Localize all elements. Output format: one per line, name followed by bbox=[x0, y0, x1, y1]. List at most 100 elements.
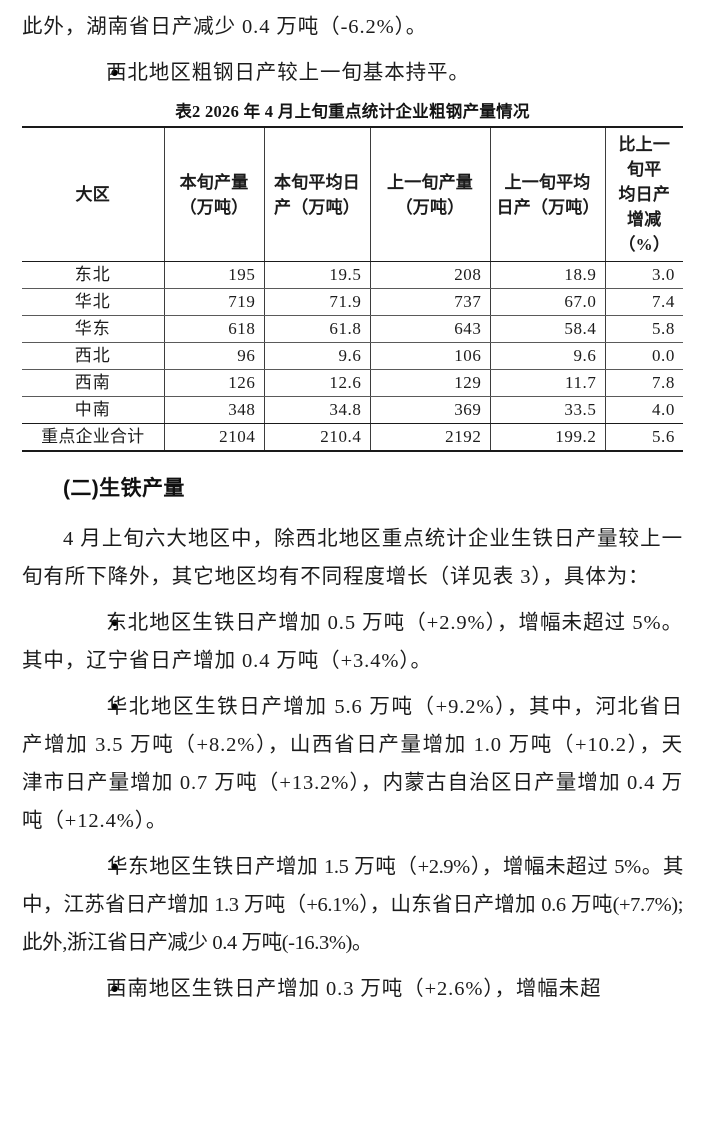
cell-previous-daily-avg: 18.9 bbox=[490, 261, 606, 289]
cell-change-pct: 3.0 bbox=[605, 261, 683, 289]
col-header-previous-output: 上一旬产量 （万吨） bbox=[370, 126, 491, 262]
bullet-text: 西南地区生铁日产增加 0.3 万吨（+2.6%），增幅未超 bbox=[106, 978, 602, 1000]
table-row: 西南 126 12.6 129 11.7 7.8 bbox=[22, 369, 683, 397]
bullet-icon: ● bbox=[110, 699, 120, 715]
gap-after-heading bbox=[22, 506, 683, 520]
col-header-change-pct: 比上一旬平 均日产增减 （%） bbox=[605, 126, 683, 262]
table-body: 东北 195 19.5 208 18.9 3.0 华北 719 71.9 737… bbox=[22, 261, 683, 452]
bullet-text: 东北地区生铁日产增加 0.5 万吨（+2.9%），增幅未超过 5%。其中，辽宁省… bbox=[22, 612, 683, 672]
cell-change-pct: 5.8 bbox=[605, 315, 683, 343]
gap-before-table bbox=[22, 92, 683, 100]
cell-region: 西南 bbox=[22, 369, 165, 397]
table-row: 华东 618 61.8 643 58.4 5.8 bbox=[22, 315, 683, 343]
cell-previous-output: 106 bbox=[370, 342, 491, 370]
cell-current-daily-avg: 9.6 bbox=[264, 342, 371, 370]
crude-steel-output-table: 大区 本旬产量 （万吨） 本旬平均日 产（万吨） 上一旬产量 （万吨） 上一旬平… bbox=[22, 126, 683, 452]
bullet-text: 西北地区粗钢日产较上一旬基本持平。 bbox=[106, 62, 470, 84]
cell-change-pct: 7.8 bbox=[605, 369, 683, 397]
gap-between-bullets-1 bbox=[22, 680, 683, 688]
cell-current-output: 719 bbox=[164, 288, 265, 316]
bullet-paragraph-xinan: ●西南地区生铁日产增加 0.3 万吨（+2.6%），增幅未超 bbox=[22, 970, 683, 1008]
cell-previous-daily-avg: 67.0 bbox=[490, 288, 606, 316]
col-header-region-line1: 大区 bbox=[75, 185, 110, 204]
cell-previous-daily-avg: 33.5 bbox=[490, 396, 606, 424]
gap-between-bullets-3 bbox=[22, 962, 683, 970]
table-row: 东北 195 19.5 208 18.9 3.0 bbox=[22, 261, 683, 289]
cell-current-output: 348 bbox=[164, 396, 265, 424]
cell-region: 中南 bbox=[22, 396, 165, 424]
col-header-current-output-line1: 本旬产量 bbox=[179, 172, 249, 192]
gap-before-bullets bbox=[22, 596, 683, 604]
col-header-previous-daily-avg-line2: 日产（万吨） bbox=[496, 197, 600, 217]
bullet-icon: ● bbox=[110, 615, 120, 631]
cell-current-output: 618 bbox=[164, 315, 265, 343]
gap-after-table bbox=[22, 452, 683, 472]
top-spacer bbox=[22, 0, 683, 8]
col-header-previous-output-line1: 上一旬产量 bbox=[387, 172, 473, 192]
col-header-current-output: 本旬产量 （万吨） bbox=[164, 126, 265, 262]
table-caption: 表2 2026 年 4 月上旬重点统计企业粗钢产量情况 bbox=[175, 102, 530, 121]
cell-current-output: 126 bbox=[164, 369, 265, 397]
col-header-change-pct-line1: 比上一旬平 bbox=[618, 135, 671, 179]
cell-region: 华东 bbox=[22, 315, 165, 343]
table-row: 华北 719 71.9 737 67.0 7.4 bbox=[22, 288, 683, 316]
cell-current-daily-avg: 210.4 bbox=[264, 423, 371, 452]
cell-previous-daily-avg: 58.4 bbox=[490, 315, 606, 343]
bullet-paragraph-huabei: ●华北地区生铁日产增加 5.6 万吨（+9.2%），其中，河北省日产增加 3.5… bbox=[22, 688, 683, 840]
section-heading-pig-iron: (二)生铁产量 bbox=[63, 477, 185, 500]
col-header-change-pct-line2: 均日产增减 bbox=[618, 185, 671, 229]
cell-change-pct: 4.0 bbox=[605, 396, 683, 424]
cell-previous-output: 129 bbox=[370, 369, 491, 397]
cell-previous-output: 2192 bbox=[370, 423, 491, 452]
cell-change-pct: 7.4 bbox=[605, 288, 683, 316]
cell-previous-output: 208 bbox=[370, 261, 491, 289]
table-header-row: 大区 本旬产量 （万吨） 本旬平均日 产（万吨） 上一旬产量 （万吨） 上一旬平… bbox=[22, 126, 683, 262]
cell-previous-daily-avg: 11.7 bbox=[490, 369, 606, 397]
col-header-previous-output-line2: （万吨） bbox=[395, 197, 465, 217]
cell-previous-daily-avg: 199.2 bbox=[490, 423, 606, 452]
lead-paragraph: 此外，湖南省日产减少 0.4 万吨（-6.2%）。 bbox=[22, 16, 428, 38]
col-header-previous-daily-avg: 上一旬平均 日产（万吨） bbox=[490, 126, 606, 262]
bullet-icon: ● bbox=[110, 65, 120, 81]
cell-previous-output: 737 bbox=[370, 288, 491, 316]
bullet-icon: ● bbox=[110, 859, 120, 875]
col-header-current-output-line2: （万吨） bbox=[179, 197, 249, 217]
bullet-paragraph-dongbei: ●东北地区生铁日产增加 0.5 万吨（+2.9%），增幅未超过 5%。其中，辽宁… bbox=[22, 604, 683, 680]
section-intro-paragraph: 4 月上旬六大地区中，除西北地区重点统计企业生铁日产量较上一旬有所下降外，其它地… bbox=[22, 528, 683, 588]
col-header-current-daily-avg-line1: 本旬平均日 bbox=[274, 172, 360, 192]
col-header-previous-daily-avg-line1: 上一旬平均 bbox=[504, 172, 591, 192]
cell-current-daily-avg: 19.5 bbox=[264, 261, 371, 289]
bullet-icon: ● bbox=[110, 981, 120, 997]
cell-region: 西北 bbox=[22, 342, 165, 370]
cell-change-pct: 5.6 bbox=[605, 423, 683, 452]
bullet-paragraph-huadong: ●华东地区生铁日产增加 1.5 万吨（+2.9%），增幅未超过 5%。其中，江苏… bbox=[22, 848, 683, 962]
table-row-total: 重点企业合计 2104 210.4 2192 199.2 5.6 bbox=[22, 423, 683, 452]
col-header-current-daily-avg-line2: 产（万吨） bbox=[274, 197, 360, 217]
col-header-change-pct-line3: （%） bbox=[618, 235, 671, 254]
cell-region: 东北 bbox=[22, 261, 165, 289]
cell-current-daily-avg: 12.6 bbox=[264, 369, 371, 397]
table-row: 中南 348 34.8 369 33.5 4.0 bbox=[22, 396, 683, 424]
table-row: 西北 96 9.6 106 9.6 0.0 bbox=[22, 342, 683, 370]
cell-region: 重点企业合计 bbox=[22, 423, 165, 452]
cell-current-output: 195 bbox=[164, 261, 265, 289]
bullet-paragraph-xibei-crude: ●西北地区粗钢日产较上一旬基本持平。 bbox=[22, 54, 683, 92]
table-head: 大区 本旬产量 （万吨） 本旬平均日 产（万吨） 上一旬产量 （万吨） 上一旬平… bbox=[22, 126, 683, 262]
cell-previous-output: 643 bbox=[370, 315, 491, 343]
gap-after-lead bbox=[22, 46, 683, 54]
bullet-text: 华北地区生铁日产增加 5.6 万吨（+9.2%），其中，河北省日产增加 3.5 … bbox=[22, 696, 683, 832]
gap-between-bullets-2 bbox=[22, 840, 683, 848]
bullet-text: 华东地区生铁日产增加 1.5 万吨（+2.9%），增幅未超过 5%。其中，江苏省… bbox=[22, 856, 683, 954]
col-header-current-daily-avg: 本旬平均日 产（万吨） bbox=[264, 126, 371, 262]
cell-region: 华北 bbox=[22, 288, 165, 316]
cell-current-daily-avg: 71.9 bbox=[264, 288, 371, 316]
cell-previous-daily-avg: 9.6 bbox=[490, 342, 606, 370]
col-header-region: 大区 bbox=[22, 126, 165, 262]
cell-current-output: 96 bbox=[164, 342, 265, 370]
cell-change-pct: 0.0 bbox=[605, 342, 683, 370]
cell-current-output: 2104 bbox=[164, 423, 265, 452]
cell-previous-output: 369 bbox=[370, 396, 491, 424]
cell-current-daily-avg: 61.8 bbox=[264, 315, 371, 343]
cell-current-daily-avg: 34.8 bbox=[264, 396, 371, 424]
